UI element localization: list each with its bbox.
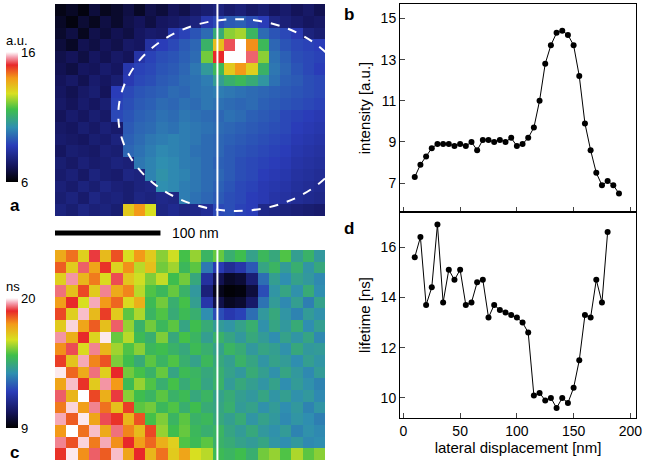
svg-text:15: 15 [381,10,397,26]
svg-text:9: 9 [388,134,396,150]
svg-text:20: 20 [21,291,35,306]
svg-text:10: 10 [381,390,397,406]
svg-text:12: 12 [381,340,397,356]
svg-text:13: 13 [381,52,397,68]
svg-text:lateral displacement [nm]: lateral displacement [nm] [435,439,602,456]
svg-text:a: a [10,196,20,215]
svg-text:16: 16 [381,239,397,255]
svg-text:b: b [344,5,354,24]
svg-text:50: 50 [452,423,468,439]
svg-text:14: 14 [381,289,397,305]
svg-text:ns: ns [6,279,20,294]
svg-text:7: 7 [388,175,396,191]
svg-text:intensity [a.u.]: intensity [a.u.] [356,62,373,155]
svg-text:d: d [344,219,354,238]
svg-text:200: 200 [619,423,643,439]
svg-text:6: 6 [21,175,28,190]
svg-text:a.u.: a.u. [6,33,28,48]
svg-text:150: 150 [562,423,586,439]
svg-text:0: 0 [400,423,408,439]
svg-text:100: 100 [505,423,529,439]
svg-text:c: c [10,443,19,462]
svg-text:100 nm: 100 nm [172,225,219,241]
svg-text:lifetime [ns]: lifetime [ns] [356,277,373,353]
svg-text:16: 16 [21,45,35,60]
svg-text:9: 9 [21,421,28,436]
svg-text:11: 11 [382,93,397,109]
